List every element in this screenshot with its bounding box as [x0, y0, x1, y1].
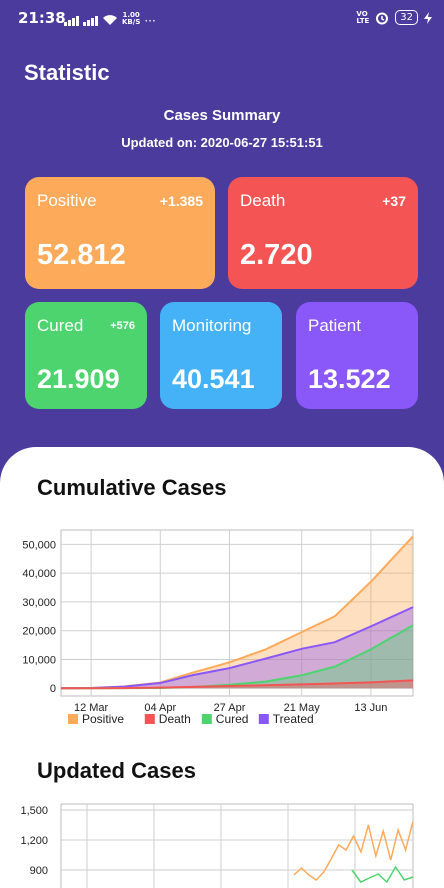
y-tick-label: 1,200 [20, 835, 48, 847]
patient-card[interactable]: Patient 13.522 [296, 302, 418, 409]
legend-swatch [68, 714, 78, 724]
cured-card[interactable]: Cured +576 21.909 [25, 302, 147, 409]
network-speed: 1.00 KB/S [122, 12, 140, 26]
y-tick-label: 10,000 [22, 654, 56, 666]
x-tick-label: 13 Jun [354, 702, 387, 714]
area-treated [61, 607, 413, 689]
page-title: Statistic [24, 60, 110, 85]
cured-delta: +576 [110, 320, 135, 332]
series-positive [293, 821, 414, 881]
line-death [60, 679, 414, 690]
y-tick-label: 30,000 [22, 597, 56, 609]
plot-frame [60, 529, 414, 697]
alarm-icon [376, 12, 389, 24]
x-tick-label: 04 Apr [144, 702, 176, 714]
positive-card[interactable]: Positive +1.385 52.812 [25, 177, 215, 289]
updated-cases-title: Updated Cases [37, 758, 196, 783]
speed-unit: KB/S [122, 18, 141, 26]
legend-swatch [144, 714, 155, 724]
updated-timestamp: Updated on: 2020-06-27 15:51:51 [121, 135, 323, 150]
status-icons-right: VO LTE 32 [356, 10, 432, 25]
signal-icon-2 [83, 16, 98, 26]
area-death [61, 680, 413, 689]
y-tick-label: 0 [50, 683, 56, 695]
monitoring-label: Monitoring [172, 316, 252, 335]
legend-swatch [258, 714, 269, 724]
signal-icon [64, 16, 79, 26]
cured-label: Cured [37, 316, 84, 335]
charts-sheet[interactable]: Cumulative Cases Updated Cases [0, 447, 444, 888]
y-tick-label: 50,000 [22, 539, 56, 551]
patient-label: Patient [308, 316, 361, 335]
more-icon: ··· [144, 14, 156, 28]
x-tick-label: 12 Mar [74, 702, 109, 714]
status-bar: 21:38 1.00 KB/S ··· VO LTE 32 [0, 0, 444, 40]
area-positive [61, 536, 413, 689]
patient-value: 13.522 [308, 364, 391, 394]
battery-indicator: 32 [395, 10, 418, 25]
updated-cases-chart: 1,500 1,200 900 [20, 803, 414, 888]
legend-label: Positive [82, 712, 124, 726]
legend-label: Treated [273, 712, 314, 726]
volte-top: VO [356, 9, 368, 18]
positive-delta: +1.385 [159, 193, 203, 209]
cases-summary-title: Cases Summary [163, 107, 281, 124]
y-tick-label: 40,000 [22, 568, 56, 580]
legend-label: Death [159, 712, 191, 726]
area-cured [61, 625, 413, 689]
monitoring-card[interactable]: Monitoring 40.541 [160, 302, 282, 409]
y-tick-label: 900 [30, 865, 48, 877]
volte-bottom: LTE [356, 16, 370, 25]
status-icons-left: 1.00 KB/S ··· [64, 12, 156, 28]
death-label: Death [240, 191, 286, 210]
positive-label: Positive [37, 191, 97, 210]
wifi-icon [103, 15, 117, 25]
monitoring-value: 40.541 [172, 364, 255, 394]
y-tick-label: 20,000 [22, 626, 56, 638]
cumulative-cases-title: Cumulative Cases [37, 475, 227, 500]
speed-value: 1.00 [122, 11, 140, 19]
x-tick-label: 27 Apr [214, 702, 246, 714]
charging-icon [424, 11, 432, 24]
status-time: 21:38 [18, 9, 66, 27]
y-tick-label: 1,500 [20, 805, 48, 817]
cumulative-cases-chart: 50,000 40,000 30,000 20,000 10,000 0 12 Mar 04 … [22, 529, 414, 726]
x-tick-label: 21 May [284, 702, 321, 714]
volte-icon: VO LTE [356, 9, 370, 25]
death-card[interactable]: Death +37 2.720 [228, 177, 418, 289]
legend-label: Cured [216, 712, 249, 726]
death-value: 2.720 [240, 239, 313, 271]
series-cured [351, 865, 414, 884]
death-delta: +37 [382, 193, 406, 209]
legend-swatch [201, 714, 212, 724]
cured-value: 21.909 [37, 364, 120, 394]
positive-value: 52.812 [37, 239, 126, 271]
